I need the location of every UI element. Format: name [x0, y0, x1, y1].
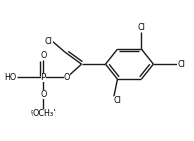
Text: O: O	[40, 51, 46, 60]
Text: HO: HO	[5, 73, 17, 82]
Text: O: O	[64, 73, 70, 82]
Text: methyl: methyl	[30, 109, 56, 115]
Text: Cl: Cl	[177, 60, 185, 69]
Text: methyl: methyl	[32, 111, 55, 117]
Text: P: P	[41, 73, 46, 82]
Text: O: O	[40, 90, 46, 99]
Text: Cl: Cl	[45, 37, 53, 46]
Text: Cl: Cl	[114, 96, 122, 105]
Text: Cl: Cl	[138, 23, 145, 32]
Text: OCH₃: OCH₃	[33, 109, 54, 118]
